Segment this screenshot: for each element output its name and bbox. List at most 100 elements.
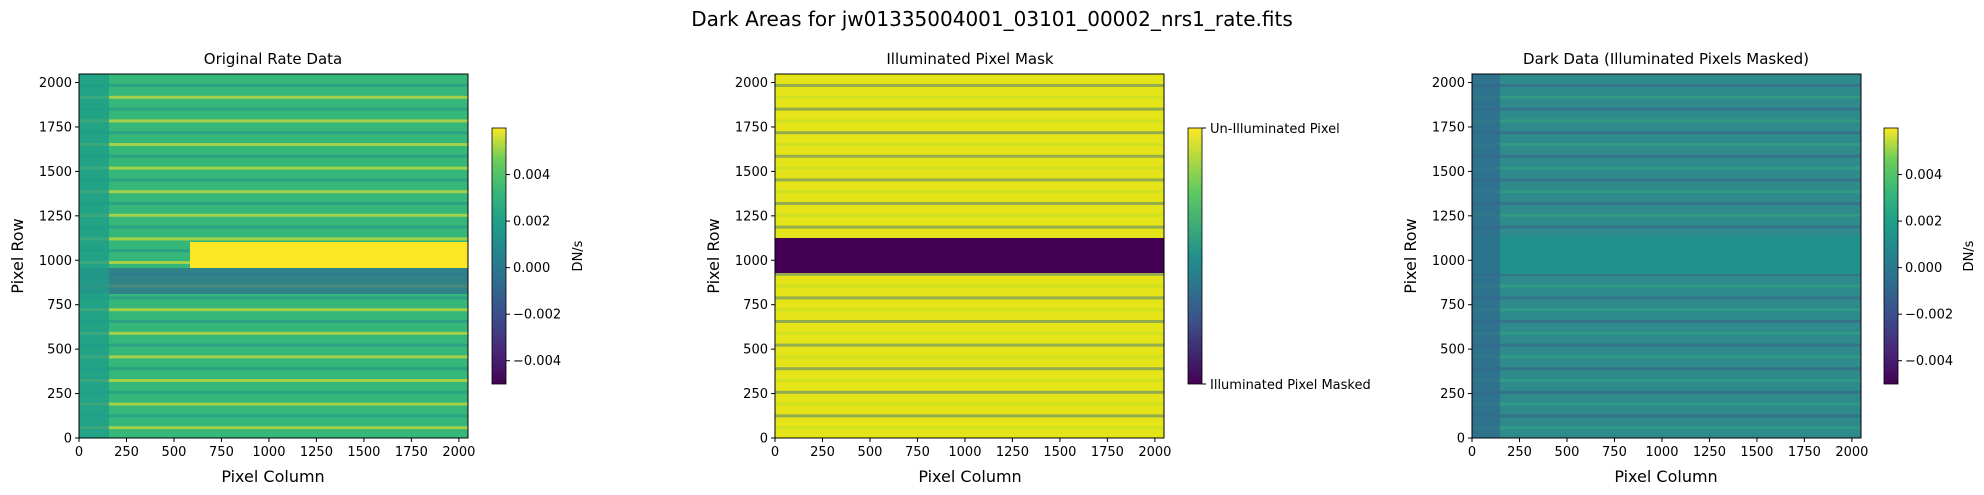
colorbar-2: [1187, 127, 1203, 385]
texture-stripe: [1472, 154, 1861, 158]
panel-3-image: [1472, 74, 1861, 438]
texture-stripe: [79, 414, 468, 418]
x-tick-label: 0: [1468, 445, 1476, 460]
texture-stripe: [1472, 390, 1861, 394]
panel-3-ylabel: Pixel Row: [1401, 218, 1420, 293]
texture-stripe: [1472, 355, 1861, 359]
texture-stripe: [1472, 190, 1861, 194]
texture-stripe: [79, 202, 468, 205]
x-tick-label: 500: [1555, 445, 1580, 460]
x-tick-label: 250: [810, 445, 835, 460]
panel-1-ylabel: Pixel Row: [8, 218, 27, 293]
texture-stripe: [79, 355, 468, 359]
texture-stripe: [775, 320, 1164, 323]
texture-stripe: [775, 95, 1164, 99]
texture-stripe: [1472, 119, 1861, 123]
texture-stripe: [79, 95, 468, 99]
y-tick-label: 0: [64, 432, 72, 447]
y-tick-label: 500: [1440, 343, 1465, 358]
texture-stripe: [1472, 272, 1861, 276]
texture-stripe: [775, 213, 1164, 217]
panel-2-frame: [774, 73, 1165, 439]
x-tick-label: 1250: [1693, 445, 1726, 460]
y-tick-label: 1250: [1432, 209, 1465, 224]
y-tick-label: 1000: [735, 254, 768, 269]
texture-stripe: [79, 190, 468, 194]
texture-stripe: [1472, 331, 1861, 335]
texture-stripe: [79, 154, 468, 158]
x-tick-label: 500: [162, 445, 187, 460]
x-tick-label: 1750: [1788, 445, 1821, 460]
x-tick-label: 1750: [395, 445, 428, 460]
y-tick-label: 500: [47, 343, 72, 358]
x-tick-label: 1000: [252, 445, 285, 460]
x-tick-label: 0: [75, 445, 83, 460]
y-tick-label: 2000: [1432, 76, 1465, 91]
colorbar-tick-label: 0.002: [513, 215, 550, 230]
texture-stripe: [775, 402, 1164, 406]
texture-stripe: [1472, 95, 1861, 99]
texture-stripe: [79, 178, 468, 182]
panel-2-title: Illuminated Pixel Mask: [886, 50, 1054, 68]
y-tick-label: 1000: [1432, 254, 1465, 269]
x-tick-label: 1500: [1740, 445, 1773, 460]
panel-illuminated-mask: Illuminated Pixel Mask 0 250 500 750 1000 125…: [704, 50, 1371, 486]
x-tick-label: 1250: [300, 445, 333, 460]
texture-stripe: [775, 331, 1164, 335]
x-tick-label: 750: [905, 445, 930, 460]
texture-stripe: [1472, 178, 1861, 182]
texture-stripe: [775, 119, 1164, 123]
texture-stripe: [1472, 84, 1861, 87]
texture-stripe: [775, 426, 1164, 430]
colorbar-3: [1883, 127, 1899, 385]
masked-slit-band: [775, 238, 1164, 273]
texture-stripe: [775, 343, 1164, 347]
texture-stripe: [79, 84, 468, 87]
texture-stripe: [79, 107, 468, 111]
texture-stripe: [1472, 414, 1861, 418]
panel-1-xlabel: Pixel Column: [221, 467, 324, 486]
y-tick-label: 1000: [39, 254, 72, 269]
y-tick-label: 2000: [735, 76, 768, 91]
texture-stripe: [79, 119, 468, 123]
texture-stripe: [1472, 426, 1861, 430]
texture-stripe: [79, 426, 468, 430]
x-tick-label: 250: [1507, 445, 1532, 460]
texture-stripe: [775, 225, 1164, 229]
panel-3-title: Dark Data (Illuminated Pixels Masked): [1523, 50, 1809, 68]
y-tick-label: 1250: [735, 209, 768, 224]
texture-stripe: [1472, 131, 1861, 135]
texture-stripe: [1472, 107, 1861, 111]
texture-stripe: [79, 225, 468, 229]
texture-stripe: [79, 390, 468, 394]
y-tick-label: 750: [47, 298, 72, 313]
panel-3-axes: 0 250 500 750 1000 1250 1500 1750 2000 0 250 500 750…: [1432, 76, 1869, 460]
texture-stripe: [775, 308, 1164, 312]
texture-stripe: [1472, 296, 1861, 300]
y-tick-label: 750: [743, 298, 768, 313]
left-edge-noise: [79, 74, 109, 438]
panel-1-image: [79, 74, 468, 438]
texture-stripe: [1472, 225, 1861, 229]
y-tick-label: 250: [1440, 387, 1465, 402]
texture-stripe: [775, 84, 1164, 87]
x-tick-label: 750: [1602, 445, 1627, 460]
texture-stripe: [79, 379, 468, 382]
x-tick-label: 0: [771, 445, 779, 460]
panel-1-title: Original Rate Data: [204, 50, 342, 68]
panel-2-ylabel: Pixel Row: [704, 218, 723, 293]
x-tick-label: 2000: [1835, 445, 1868, 460]
colorbar-2-tick-label-bottom: Illuminated Pixel Masked: [1210, 378, 1371, 393]
panel-1-frame: [78, 73, 469, 439]
y-tick-label: 1500: [735, 165, 768, 180]
panel-2-image: [775, 74, 1164, 438]
x-tick-label: 500: [858, 445, 883, 460]
texture-stripe: [1472, 202, 1861, 205]
x-tick-label: 750: [209, 445, 234, 460]
y-tick-label: 0: [760, 432, 768, 447]
panel-1-axes: 0 250 500 750 1000 1250 1500 1750 2000 0 250 500 750…: [39, 76, 476, 460]
x-tick-label: 2000: [1138, 445, 1171, 460]
texture-stripe: [1472, 143, 1861, 146]
y-tick-label: 1250: [39, 209, 72, 224]
texture-stripe: [775, 379, 1164, 382]
